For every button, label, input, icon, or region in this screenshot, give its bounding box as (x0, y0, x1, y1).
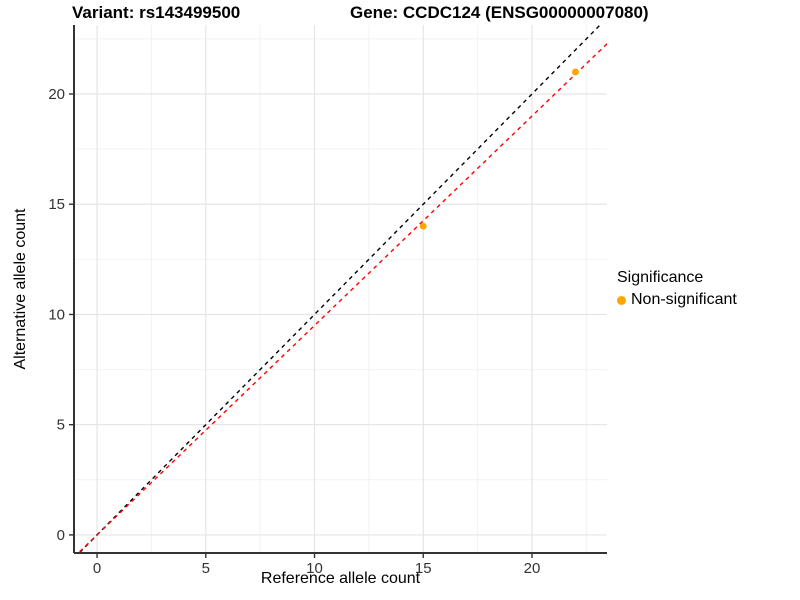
x-tick-label: 10 (306, 560, 323, 577)
legend-item-label: Non-significant (631, 291, 737, 308)
x-tick-label: 15 (415, 560, 432, 577)
identity-line (78, 25, 602, 553)
y-tick-label: 20 (48, 86, 65, 103)
legend-item: Non-significant (617, 290, 737, 310)
x-tick-label: 20 (524, 560, 541, 577)
y-tick-label: 10 (48, 306, 65, 323)
legend-title: Significance (617, 269, 704, 286)
plot-title-gene: Gene: CCDC124 (ENSG00000007080) (350, 3, 649, 22)
legend-key-dot-icon (617, 295, 626, 305)
y-tick-label: 0 (57, 527, 65, 544)
regression-line (77, 43, 607, 553)
x-tick-label: 0 (93, 560, 101, 577)
data-point (572, 68, 579, 76)
y-tick-label: 15 (48, 196, 65, 213)
y-axis-label: Alternative allele count (12, 208, 29, 370)
data-point (419, 222, 427, 230)
plot-title-variant: Variant: rs143499500 (72, 3, 241, 22)
x-tick-label: 5 (202, 560, 210, 577)
y-tick-label: 5 (57, 417, 65, 434)
legend: Significance Non-significant (617, 268, 737, 310)
x-axis-label: Reference allele count (260, 570, 421, 587)
